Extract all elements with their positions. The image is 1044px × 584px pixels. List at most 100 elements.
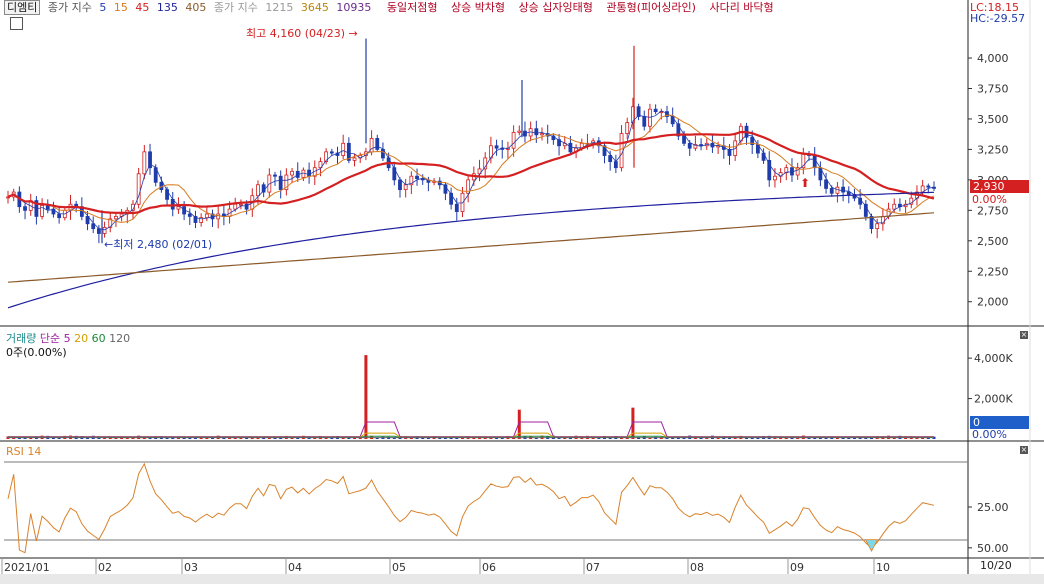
candle-body bbox=[108, 218, 113, 228]
candle-body bbox=[375, 138, 380, 150]
candle-body bbox=[278, 175, 283, 191]
candle-body bbox=[613, 161, 618, 169]
candle-body bbox=[415, 175, 419, 180]
candle-body bbox=[341, 142, 346, 156]
candle-body bbox=[216, 213, 221, 220]
candle-body bbox=[398, 179, 402, 191]
volume-bar bbox=[12, 437, 16, 439]
hc-value: HC:-29.57 bbox=[970, 12, 1026, 25]
rsi-pane-close-icon[interactable]: × bbox=[1020, 445, 1028, 454]
ma5-line bbox=[7, 110, 935, 231]
candle-body bbox=[403, 184, 408, 191]
x-axis-label: 04 bbox=[288, 561, 302, 574]
ma45-line bbox=[7, 130, 935, 215]
volume-bar bbox=[17, 437, 21, 439]
x-axis-label: 08 bbox=[690, 561, 704, 574]
volume-bar bbox=[835, 437, 839, 439]
volume-bar bbox=[341, 437, 345, 439]
volume-bar bbox=[51, 437, 55, 439]
volume-bar bbox=[699, 437, 703, 439]
x-axis-label: 2021/01 bbox=[4, 561, 50, 574]
ma1215-legend: 1215 bbox=[265, 1, 294, 14]
candle-body bbox=[454, 203, 459, 212]
candle-body bbox=[193, 216, 198, 223]
candle-body bbox=[608, 155, 613, 162]
candle-body bbox=[841, 186, 846, 193]
lc-value: LC:18.15 bbox=[970, 1, 1020, 14]
candle-body bbox=[176, 206, 181, 210]
pattern-legend-4: 사다리 바닥형 bbox=[709, 1, 774, 14]
candle-body bbox=[687, 142, 692, 149]
volume-bar bbox=[705, 437, 709, 439]
volume-ma-label: 단순 bbox=[39, 332, 61, 345]
candle-body bbox=[846, 191, 851, 195]
candle-body bbox=[625, 122, 630, 134]
candle-body bbox=[750, 136, 755, 145]
candle-body bbox=[494, 145, 499, 149]
pattern-legend-2: 상승 십자잉태형 bbox=[518, 1, 593, 14]
volume-pane-close-icon[interactable]: × bbox=[1020, 330, 1028, 339]
volume-bar bbox=[534, 437, 538, 439]
candle-body bbox=[352, 157, 357, 161]
volume-bar bbox=[852, 437, 856, 439]
volume-ma60: 60 bbox=[91, 332, 106, 345]
candle-body bbox=[727, 149, 732, 156]
volume-bar bbox=[176, 437, 180, 439]
candle-body bbox=[511, 131, 516, 149]
volume-bar bbox=[500, 437, 504, 439]
candle-body bbox=[290, 170, 294, 176]
volume-tick-label: 4,000K bbox=[974, 352, 1013, 365]
volume-current-tag: 0 bbox=[970, 416, 1029, 429]
volume-bar bbox=[665, 437, 669, 439]
high-annotation-text: 최고 4,160 (04/23) bbox=[246, 27, 346, 40]
volume-bar bbox=[478, 437, 482, 439]
volume-ma20: 20 bbox=[74, 332, 89, 345]
candle-body bbox=[483, 157, 488, 170]
high-annotation: 최고 4,160 (04/23) → bbox=[246, 25, 358, 41]
candle-body bbox=[824, 179, 828, 189]
stock-name[interactable]: 디엠티 bbox=[4, 0, 41, 15]
candle-body bbox=[619, 133, 624, 169]
volume-bar bbox=[716, 437, 720, 439]
volume-bar bbox=[841, 437, 845, 439]
candle-body bbox=[812, 155, 817, 169]
ma405-legend: 405 bbox=[185, 1, 207, 14]
volume-bar bbox=[97, 437, 101, 439]
volume-ma5: 5 bbox=[63, 332, 71, 345]
indicator-legend: 디엠티 종가 지수 5 15 45 135 405 종가 지수 1215 364… bbox=[4, 0, 778, 16]
ma15-legend: 15 bbox=[113, 1, 128, 14]
high-arrow-icon: → bbox=[348, 27, 358, 40]
volume-title: 거래량 단순 5 20 60 120 bbox=[6, 330, 130, 346]
candle-body bbox=[892, 203, 897, 210]
candle-body bbox=[301, 169, 306, 178]
candle-body bbox=[773, 175, 777, 181]
candle-body bbox=[57, 213, 62, 219]
candle-body bbox=[96, 228, 101, 234]
candle-body bbox=[40, 205, 44, 217]
volume-bar bbox=[517, 409, 521, 439]
volume-bar bbox=[409, 437, 413, 439]
candle-body bbox=[699, 144, 703, 147]
candle-body bbox=[682, 135, 686, 144]
volume-bar bbox=[364, 355, 368, 439]
rsi-tick-label: 50.00 bbox=[977, 542, 1009, 555]
volume-title-text: 거래량 bbox=[6, 332, 37, 345]
candle-body bbox=[329, 151, 334, 154]
price-tick-label: 3,500 bbox=[977, 113, 1009, 126]
volume-bar bbox=[375, 437, 379, 439]
pattern-marker-icon: ⬆ bbox=[800, 176, 811, 190]
volume-bar bbox=[392, 437, 396, 439]
candle-body bbox=[45, 205, 50, 210]
volume-bar bbox=[455, 437, 459, 439]
candle-body bbox=[85, 216, 90, 225]
candle-body bbox=[517, 130, 522, 133]
x-axis-label: 09 bbox=[790, 561, 804, 574]
volume-bar bbox=[676, 437, 680, 439]
price-tick-label: 2,250 bbox=[977, 265, 1009, 278]
candle-body bbox=[909, 197, 914, 205]
candle-body bbox=[534, 128, 539, 136]
grid-toggle-icon[interactable] bbox=[10, 17, 23, 30]
rsi-line bbox=[7, 462, 935, 554]
ma45-legend: 45 bbox=[135, 1, 150, 14]
volume-bar bbox=[915, 437, 919, 439]
